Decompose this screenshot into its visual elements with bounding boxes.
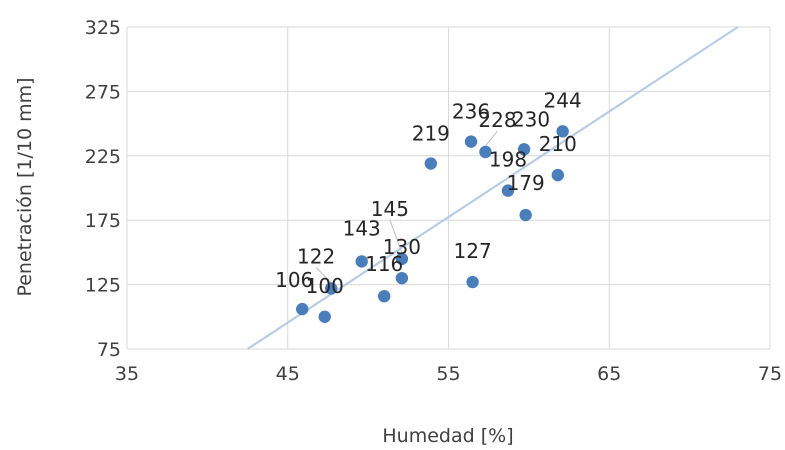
data-label: 127 bbox=[454, 239, 492, 263]
y-tick-label: 125 bbox=[85, 275, 121, 297]
y-tick-label: 225 bbox=[85, 146, 121, 168]
y-tick-label: 325 bbox=[85, 17, 121, 39]
data-label: 210 bbox=[539, 132, 577, 156]
y-axis-title: Penetración [1/10 mm] bbox=[14, 77, 36, 296]
data-point bbox=[424, 157, 438, 170]
data-label: 116 bbox=[365, 252, 403, 276]
trendline bbox=[246, 26, 739, 350]
gridlines bbox=[126, 26, 771, 350]
data-label: 230 bbox=[512, 107, 550, 131]
data-points bbox=[296, 125, 569, 323]
data-point bbox=[551, 168, 565, 182]
x-tick-label: 45 bbox=[276, 363, 300, 385]
data-point bbox=[378, 289, 391, 303]
x-tick-label: 65 bbox=[597, 363, 621, 385]
data-label: 236 bbox=[452, 100, 490, 124]
data-label: 145 bbox=[371, 197, 409, 221]
data-label: 130 bbox=[383, 235, 421, 259]
y-tick-label: 75 bbox=[97, 339, 121, 361]
data-label: 219 bbox=[412, 122, 450, 146]
data-point bbox=[479, 145, 492, 159]
data-label: 143 bbox=[343, 216, 381, 240]
data-point bbox=[296, 302, 309, 316]
data-point bbox=[355, 255, 368, 268]
data-point bbox=[466, 275, 479, 289]
data-point bbox=[395, 271, 409, 285]
trendline-layer bbox=[246, 26, 739, 350]
data-label: 228 bbox=[478, 108, 516, 132]
data-point bbox=[464, 135, 478, 148]
leader-line bbox=[485, 130, 498, 147]
x-tick-label: 55 bbox=[436, 363, 460, 385]
x-axis-title: Humedad [%] bbox=[382, 425, 513, 447]
data-label: 100 bbox=[306, 274, 344, 298]
leader-line bbox=[389, 219, 403, 254]
data-point bbox=[501, 184, 515, 197]
data-point bbox=[318, 310, 331, 323]
data-point bbox=[556, 125, 569, 138]
data-point bbox=[519, 208, 532, 222]
data-label: 179 bbox=[507, 171, 545, 195]
data-label: 244 bbox=[544, 88, 582, 112]
tick-labels: 75 125 175 225 275 325 35 45 55 65 75 bbox=[85, 17, 782, 385]
data-label: 106 bbox=[275, 268, 313, 292]
y-tick-label: 275 bbox=[85, 81, 121, 103]
leader-lines bbox=[315, 130, 498, 283]
data-point bbox=[395, 252, 409, 266]
data-point bbox=[517, 143, 531, 156]
x-tick-label: 75 bbox=[758, 363, 782, 385]
data-label: 198 bbox=[489, 148, 527, 172]
leader-line bbox=[315, 267, 332, 283]
data-point bbox=[324, 282, 338, 295]
data-label: 122 bbox=[297, 244, 335, 268]
y-tick-label: 175 bbox=[85, 210, 121, 232]
x-tick-label: 35 bbox=[115, 363, 139, 385]
